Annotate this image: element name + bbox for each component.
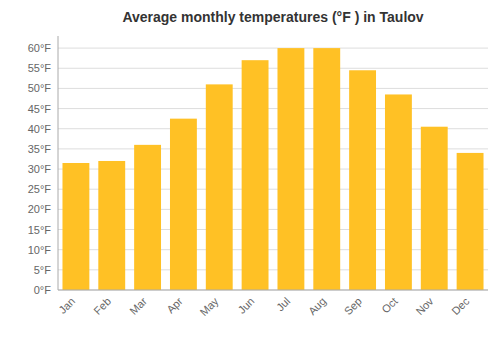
grid-line xyxy=(58,88,488,89)
y-tick-label: 50°F xyxy=(28,82,52,94)
bar xyxy=(349,70,376,290)
y-tick-label: 15°F xyxy=(28,224,52,236)
bars xyxy=(62,48,483,290)
x-tick-label: Oct xyxy=(379,295,400,316)
y-axis-line xyxy=(58,36,59,290)
bar xyxy=(277,48,304,290)
y-tick-label: 35°F xyxy=(28,143,52,155)
y-tick-label: 5°F xyxy=(34,264,52,276)
bar xyxy=(170,119,197,290)
x-tick-label: Dec xyxy=(449,295,472,318)
bar xyxy=(62,163,89,290)
grid xyxy=(58,48,488,290)
chart: Average monthly temperatures (°F ) in Ta… xyxy=(0,0,500,350)
x-tick-label: Jun xyxy=(235,295,256,316)
x-tick-label: Jan xyxy=(56,295,77,316)
y-tick-label: 60°F xyxy=(28,42,52,54)
x-tick-label: Feb xyxy=(91,295,113,317)
bar xyxy=(206,84,233,290)
bar xyxy=(457,153,484,290)
x-tick-label: Mar xyxy=(127,295,149,317)
y-tick-label: 40°F xyxy=(28,123,52,135)
x-tick-label: May xyxy=(197,295,221,319)
background xyxy=(0,0,500,350)
x-tick-label: Nov xyxy=(413,295,436,318)
y-tick-label: 10°F xyxy=(28,244,52,256)
grid-line xyxy=(58,290,488,291)
bar xyxy=(242,60,269,290)
bar xyxy=(421,127,448,290)
y-tick-label: 55°F xyxy=(28,62,52,74)
grid-line xyxy=(58,108,488,109)
grid-line xyxy=(58,68,488,69)
y-tick-label: 20°F xyxy=(28,203,52,215)
y-tick-label: 25°F xyxy=(28,183,52,195)
x-tick-label: Aug xyxy=(306,295,328,317)
y-tick-label: 30°F xyxy=(28,163,52,175)
bar xyxy=(98,161,125,290)
y-tick-label: 0°F xyxy=(34,284,52,296)
x-tick-label: Apr xyxy=(164,295,185,316)
y-axis: 0°F 5°F 10°F 15°F 20°F 25°F 30°F 35°F 40°F 45°F 50… xyxy=(28,42,52,296)
title: Average monthly temperatures (°F ) in Ta… xyxy=(122,9,423,25)
grid-line xyxy=(58,48,488,49)
bar xyxy=(313,48,340,290)
x-axis: Jan Feb Mar Apr May Jun Jul Aug Sep Oct Nov Dec xyxy=(56,295,472,319)
bar xyxy=(385,94,412,290)
bar xyxy=(134,145,161,290)
y-tick-label: 45°F xyxy=(28,103,52,115)
x-tick-label: Jul xyxy=(274,295,292,313)
x-axis-line xyxy=(58,290,488,291)
x-tick-label: Sep xyxy=(342,295,364,317)
